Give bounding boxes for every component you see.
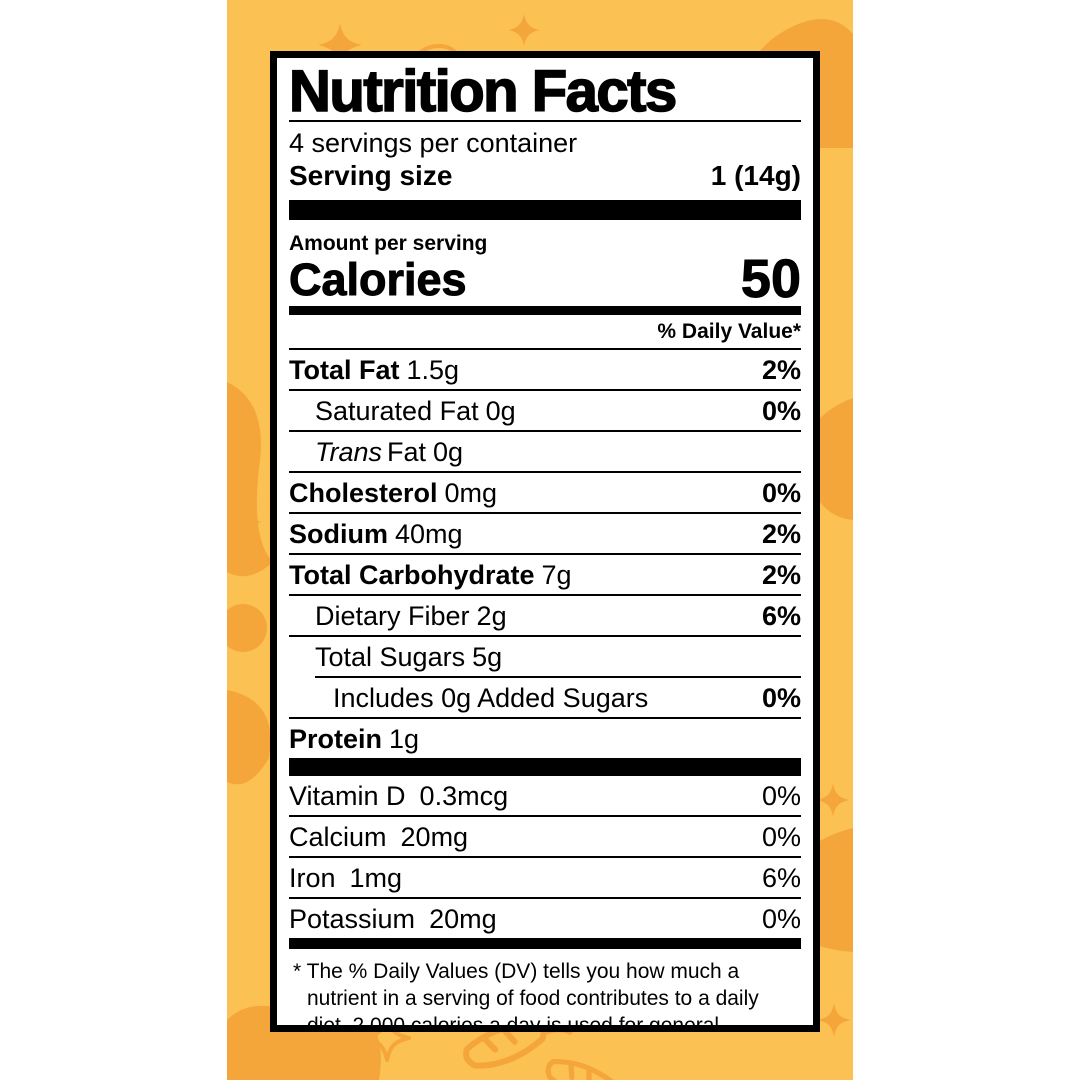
nutrient-name: Total Carbohydrate — [289, 560, 535, 590]
nutrient-amount: 0g — [485, 396, 516, 426]
nutrient-dv: 2% — [761, 560, 801, 590]
nutrient-dv: 0% — [761, 478, 801, 508]
vitamin-row-potassium: Potassium 20mg 0% — [289, 899, 801, 938]
nutrient-name: Fat — [387, 437, 427, 467]
sparkle-icon — [817, 1003, 851, 1037]
vitamin-name: Potassium — [289, 904, 416, 934]
vitamin-row-vitamin-d: Vitamin D 0.3mcg 0% — [289, 776, 801, 817]
vitamin-row-iron: Iron 1mg 6% — [289, 858, 801, 899]
nutrient-name-italic: Trans — [315, 437, 383, 467]
nutrient-name: Saturated Fat — [315, 396, 479, 426]
vitamin-dv: 6% — [761, 863, 801, 893]
nutrient-dv: 0% — [761, 683, 801, 713]
indented-divider-rule — [315, 676, 801, 678]
nutrient-amount: 7g — [541, 560, 572, 590]
nutrient-name: Includes 0g Added Sugars — [333, 683, 649, 713]
nutrient-row-protein: Protein 1g — [289, 719, 801, 758]
vitamin-dv: 0% — [761, 904, 801, 934]
vitamin-amount: 20mg — [429, 904, 497, 934]
nutrient-dv: 2% — [761, 519, 801, 549]
vitamin-name: Iron — [289, 863, 336, 893]
calories-value: 50 — [740, 249, 801, 309]
vitamin-amount: 20mg — [400, 822, 469, 852]
nutrient-row-cholesterol: Cholesterol 0mg 0% — [289, 473, 801, 514]
nutrient-row-total-fat: Total Fat 1.5g 2% — [289, 350, 801, 391]
divider-bar-thick — [289, 938, 801, 949]
sparkle-icon — [816, 783, 850, 817]
animal-silhouette — [227, 382, 273, 577]
sparkle-icon — [508, 14, 540, 46]
serving-size-value: 1 (14g) — [710, 160, 801, 191]
vitamin-name: Vitamin D — [289, 781, 406, 811]
nutrient-row-added-sugars: Includes 0g Added Sugars 0% — [289, 678, 801, 719]
blob-dot — [227, 604, 267, 652]
nutrient-dv: 6% — [761, 601, 801, 631]
nutrient-name: Cholesterol — [289, 478, 438, 508]
vitamin-name: Calcium — [289, 822, 387, 852]
sparkle-icon — [318, 23, 362, 67]
nutrient-amount: 40mg — [395, 519, 463, 549]
calories-row: Calories 50 — [289, 249, 802, 309]
diamond-sparkle-icon — [363, 1014, 411, 1062]
nutrient-name: Protein — [289, 724, 383, 754]
nutrient-row-sodium: Sodium 40mg 2% — [289, 514, 801, 555]
nutrient-row-dietary-fiber: Dietary Fiber 2g 6% — [289, 596, 801, 637]
vitamin-dv: 0% — [761, 822, 801, 852]
nutrient-amount: 1.5g — [406, 355, 460, 385]
nutrient-amount: 0g — [433, 437, 464, 467]
vitamin-row-calcium: Calcium 20mg 0% — [289, 817, 801, 858]
serving-size-row: Serving size 1 (14g) — [289, 158, 801, 200]
animal-silhouette — [227, 690, 271, 785]
nutrition-facts-title: Nutrition Facts — [288, 58, 801, 122]
nutrient-name: Dietary Fiber — [315, 601, 470, 631]
nutrient-dv: 2% — [761, 355, 801, 385]
nutrient-name: Total Fat — [289, 355, 400, 385]
calories-label: Calories — [289, 254, 468, 305]
daily-value-header: % Daily Value* — [289, 315, 801, 350]
serving-size-label: Serving size — [289, 160, 453, 191]
nutrient-row-total-sugars: Total Sugars 5g — [289, 637, 801, 676]
nutrient-row-trans-fat: Trans Fat 0g — [289, 432, 801, 473]
nutrient-amount: 5g — [472, 642, 503, 672]
nutrition-facts-label: Nutrition Facts 4 servings per container… — [270, 51, 820, 1032]
nutrient-row-total-carbohydrate: Total Carbohydrate 7g 2% — [289, 555, 801, 596]
divider-bar-thick — [289, 200, 801, 220]
divider-bar-thick — [289, 758, 801, 776]
nutrient-dv: 0% — [761, 396, 801, 426]
vitamin-amount: 1mg — [349, 863, 403, 893]
nutrient-amount: 0mg — [444, 478, 498, 508]
divider-bar-medium — [289, 306, 801, 315]
nutrient-amount: 2g — [476, 601, 507, 631]
amount-per-serving-label: Amount per serving — [289, 232, 488, 255]
vitamin-amount: 0.3mcg — [419, 781, 509, 811]
servings-per-container: 4 servings per container — [289, 128, 578, 158]
nutrient-row-saturated-fat: Saturated Fat 0g 0% — [289, 391, 801, 432]
nutrient-name: Sodium — [289, 519, 388, 549]
vitamin-dv: 0% — [761, 781, 801, 811]
nutrient-amount: 1g — [389, 724, 420, 754]
carrot-icon — [545, 1059, 618, 1080]
nutrient-name: Total Sugars — [315, 642, 466, 672]
daily-value-footnote: * The % Daily Values (DV) tells you how … — [293, 960, 759, 1032]
